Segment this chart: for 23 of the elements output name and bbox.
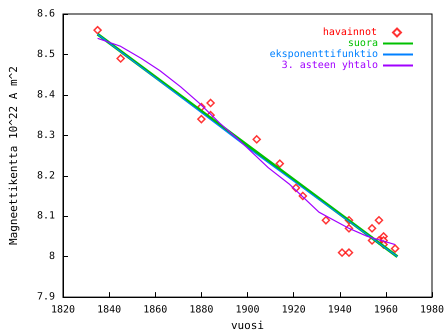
x-tick-label: 1840 — [97, 304, 122, 316]
x-tick-label: 1940 — [328, 304, 352, 316]
y-tick-label: 8.6 — [36, 8, 55, 20]
legend-label: havainnot — [322, 27, 377, 38]
y-tick-label: 8.4 — [36, 89, 55, 100]
y-tick-label: 8.2 — [36, 170, 55, 182]
x-tick-label: 1820 — [50, 304, 76, 316]
y-tick-label: 8.1 — [36, 210, 55, 222]
x-tick-label: 1920 — [282, 304, 306, 316]
legend-label: eksponenttifunktio — [270, 49, 378, 60]
legend-label: 3. asteen yhtalo — [282, 60, 378, 71]
x-tick-label: 1960 — [374, 304, 398, 316]
y-tick-label: 8.5 — [36, 48, 55, 60]
legend-label: suora — [348, 38, 378, 49]
y-tick-label: 8.3 — [36, 130, 55, 141]
y-tick-label: 8 — [48, 251, 55, 262]
y-tick-label: 7.9 — [36, 292, 55, 303]
x-tick-label: 1980 — [420, 304, 444, 316]
y-axis-title: Magneettikentta 10^22 A m^2 — [7, 66, 20, 245]
x-axis-title: vuosi — [230, 319, 264, 332]
x-tick-label: 1860 — [143, 304, 168, 316]
x-tick-label: 1900 — [235, 304, 260, 316]
x-tick-label: 1880 — [189, 304, 214, 316]
